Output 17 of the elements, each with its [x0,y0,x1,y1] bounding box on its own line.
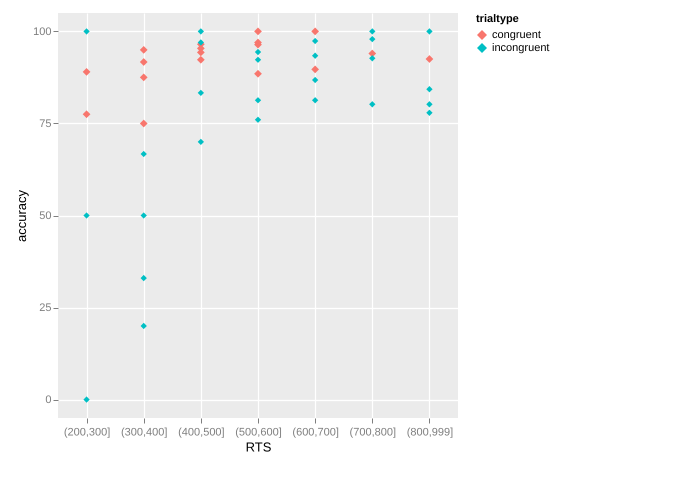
y-tick-label: 100 [33,26,52,38]
x-tick-label: (300,400] [120,426,168,438]
legend-title: trialtype [476,13,519,25]
x-tick-label: (600,700] [292,426,339,438]
x-tick-label: (800,999] [406,426,454,438]
y-tick-label: 50 [39,210,52,222]
y-tick-label: 0 [45,394,52,406]
y-tick-label: 25 [39,302,52,314]
x-axis-title: RTS [246,440,272,454]
x-tick-label: (200,300] [64,426,110,438]
x-tick-label: (700,800] [350,426,396,438]
x-tick-label: (400,500] [178,426,225,438]
y-tick-label: 75 [39,118,52,130]
legend-label: incongruent [492,42,550,54]
legend-label: congruent [492,29,541,41]
y-axis-title: accuracy [14,189,30,242]
x-tick-label: (500,600] [235,426,282,438]
